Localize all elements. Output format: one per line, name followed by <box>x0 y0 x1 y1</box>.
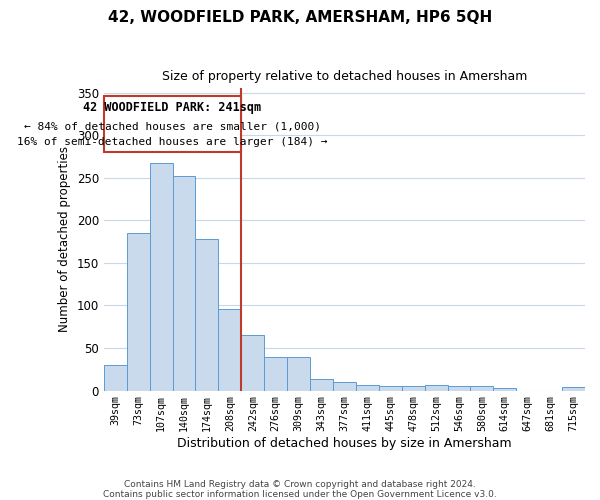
Text: 42, WOODFIELD PARK, AMERSHAM, HP6 5QH: 42, WOODFIELD PARK, AMERSHAM, HP6 5QH <box>108 10 492 25</box>
Bar <box>493 388 516 390</box>
Bar <box>470 386 493 390</box>
X-axis label: Distribution of detached houses by size in Amersham: Distribution of detached houses by size … <box>177 437 512 450</box>
Text: Contains public sector information licensed under the Open Government Licence v3: Contains public sector information licen… <box>103 490 497 499</box>
Bar <box>448 386 470 390</box>
Bar <box>149 164 173 390</box>
Bar <box>196 239 218 390</box>
Bar <box>218 309 241 390</box>
Bar <box>356 386 379 390</box>
Bar <box>401 386 425 390</box>
Bar <box>333 382 356 390</box>
Bar <box>264 356 287 390</box>
Text: 42 WOODFIELD PARK: 241sqm: 42 WOODFIELD PARK: 241sqm <box>83 100 262 114</box>
Text: 16% of semi-detached houses are larger (184) →: 16% of semi-detached houses are larger (… <box>17 136 328 146</box>
Bar <box>562 387 585 390</box>
Bar <box>379 386 401 390</box>
Text: Contains HM Land Registry data © Crown copyright and database right 2024.: Contains HM Land Registry data © Crown c… <box>124 480 476 489</box>
Bar <box>104 365 127 390</box>
Bar <box>425 384 448 390</box>
Text: ← 84% of detached houses are smaller (1,000): ← 84% of detached houses are smaller (1,… <box>24 122 321 132</box>
Title: Size of property relative to detached houses in Amersham: Size of property relative to detached ho… <box>162 70 527 83</box>
FancyBboxPatch shape <box>104 96 241 152</box>
Bar <box>173 176 196 390</box>
Bar <box>127 233 149 390</box>
Y-axis label: Number of detached properties: Number of detached properties <box>58 146 71 332</box>
Bar <box>241 335 264 390</box>
Bar <box>287 358 310 390</box>
Bar <box>310 378 333 390</box>
